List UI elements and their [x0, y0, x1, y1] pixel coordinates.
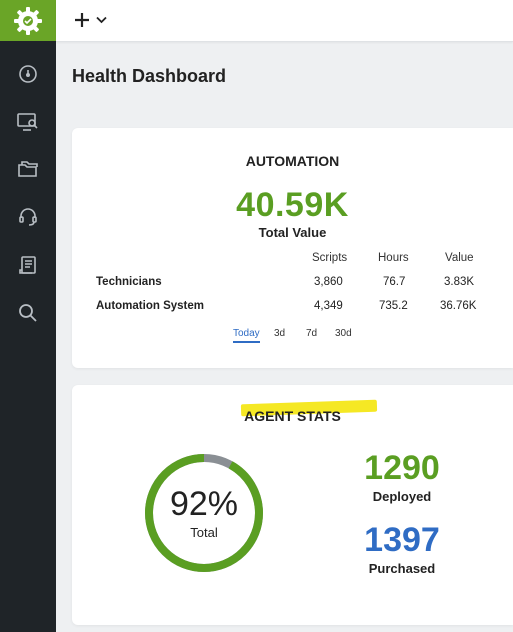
sidebar [0, 0, 56, 632]
remote-monitor-icon[interactable] [16, 110, 40, 134]
range-tab-today[interactable]: Today [233, 328, 260, 343]
automation-total-value: 40.59K [236, 186, 349, 224]
new-item-button[interactable] [74, 8, 118, 32]
agent-percent-value: 92% [169, 485, 239, 523]
page-title: Health Dashboard [72, 66, 227, 86]
column-header-hours: Hours [378, 252, 409, 264]
agent-stats-title: AGENT STATS [244, 408, 341, 424]
automation-total-label: Total Value [258, 225, 327, 240]
automation-system-scripts: 4,349 [314, 300, 343, 312]
automation-title: AUTOMATION [245, 153, 340, 169]
automation-system-value: 36.76K [440, 300, 477, 312]
folders-icon[interactable] [16, 157, 40, 181]
deployed-label: Deployed [372, 489, 432, 504]
purchased-value: 1397 [364, 521, 440, 559]
agent-stats-card: AGENT STATS 92% Total 1290 Deployed 1397… [72, 385, 513, 625]
gear-logo-icon[interactable] [0, 0, 56, 41]
agent-percent-label: Total [190, 525, 218, 540]
technicians-hours: 76.7 [383, 276, 406, 288]
dashboard-icon[interactable] [16, 62, 40, 86]
column-header-scripts: Scripts [312, 252, 348, 264]
purchased-label: Purchased [368, 561, 436, 576]
plus-icon [75, 13, 89, 27]
top-bar [56, 0, 513, 42]
chevron-down-icon [96, 16, 107, 24]
automation-card: AUTOMATION 40.59K Total Value Scripts Ho… [72, 128, 513, 368]
range-tab-30d[interactable]: 30d [335, 328, 352, 339]
range-tab-7d[interactable]: 7d [306, 328, 318, 339]
automation-system-hours: 735.2 [379, 300, 408, 312]
range-tab-3d[interactable]: 3d [274, 328, 286, 339]
technicians-value: 3.83K [444, 276, 475, 288]
headset-icon[interactable] [16, 205, 40, 229]
column-header-value: Value [445, 252, 474, 264]
donut-coverage-arc [145, 454, 263, 572]
technicians-scripts: 3,860 [314, 276, 343, 288]
row-label-automation-system: Automation System [96, 300, 204, 312]
reports-icon[interactable] [16, 253, 40, 277]
row-label-technicians: Technicians [96, 276, 162, 288]
search-icon[interactable] [16, 301, 40, 325]
agent-coverage-donut [145, 454, 263, 572]
deployed-value: 1290 [364, 449, 440, 487]
